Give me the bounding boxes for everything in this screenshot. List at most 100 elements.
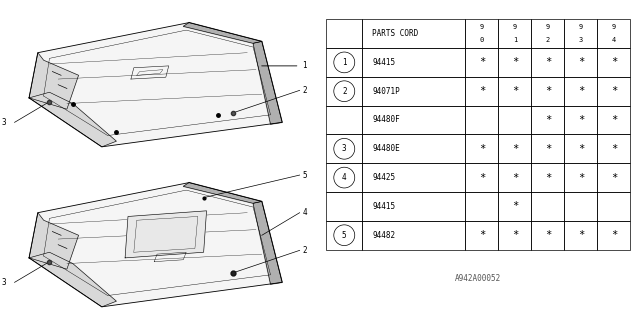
Bar: [597, 106, 630, 134]
Text: *: *: [578, 86, 584, 96]
Bar: [531, 134, 564, 163]
Polygon shape: [29, 53, 79, 109]
Bar: [531, 19, 564, 48]
Text: 94071P: 94071P: [372, 87, 400, 96]
Polygon shape: [29, 92, 116, 147]
Polygon shape: [253, 201, 282, 284]
Bar: [465, 134, 499, 163]
Text: 1: 1: [342, 58, 347, 67]
Text: *: *: [479, 86, 485, 96]
Bar: [326, 106, 362, 134]
Bar: [465, 192, 499, 221]
Text: 94480E: 94480E: [372, 144, 400, 153]
Text: 94415: 94415: [372, 58, 396, 67]
Bar: [564, 192, 597, 221]
Bar: [326, 192, 362, 221]
Text: *: *: [512, 201, 518, 212]
Text: 2: 2: [546, 37, 550, 43]
Text: 1: 1: [303, 61, 307, 70]
Text: *: *: [578, 57, 584, 68]
Bar: [326, 163, 362, 192]
Text: *: *: [578, 115, 584, 125]
Bar: [326, 77, 362, 106]
Text: 3: 3: [1, 278, 6, 287]
Bar: [326, 48, 362, 77]
Text: 9: 9: [612, 24, 616, 30]
Text: *: *: [479, 144, 485, 154]
Text: *: *: [512, 172, 518, 183]
Text: 9: 9: [579, 24, 583, 30]
Text: *: *: [578, 172, 584, 183]
Bar: [326, 221, 362, 250]
Bar: [465, 77, 499, 106]
Bar: [465, 163, 499, 192]
Text: *: *: [611, 144, 617, 154]
Bar: [531, 77, 564, 106]
Bar: [362, 192, 465, 221]
Text: 94415: 94415: [372, 202, 396, 211]
Polygon shape: [253, 41, 282, 124]
Bar: [499, 163, 531, 192]
Bar: [499, 192, 531, 221]
Text: 2: 2: [303, 246, 307, 255]
Bar: [564, 77, 597, 106]
Bar: [564, 48, 597, 77]
Bar: [531, 192, 564, 221]
Text: 4: 4: [612, 37, 616, 43]
Text: 5: 5: [303, 171, 307, 180]
Text: *: *: [479, 230, 485, 240]
Text: *: *: [545, 230, 551, 240]
Text: 94425: 94425: [372, 173, 396, 182]
Text: 0: 0: [480, 37, 484, 43]
Bar: [597, 221, 630, 250]
Bar: [465, 48, 499, 77]
Text: 9: 9: [546, 24, 550, 30]
Bar: [531, 48, 564, 77]
Bar: [564, 221, 597, 250]
Bar: [564, 134, 597, 163]
Text: 9: 9: [480, 24, 484, 30]
Bar: [597, 48, 630, 77]
Text: A942A00052: A942A00052: [455, 274, 502, 283]
Bar: [531, 106, 564, 134]
Text: *: *: [479, 57, 485, 68]
Bar: [597, 163, 630, 192]
Text: *: *: [545, 86, 551, 96]
Text: 3: 3: [1, 118, 6, 127]
Bar: [597, 192, 630, 221]
Text: 5: 5: [342, 231, 347, 240]
Text: *: *: [611, 86, 617, 96]
Text: 2: 2: [303, 86, 307, 95]
Bar: [499, 19, 531, 48]
Bar: [465, 19, 499, 48]
Text: 9: 9: [513, 24, 517, 30]
Polygon shape: [183, 23, 262, 43]
Bar: [362, 134, 465, 163]
Bar: [362, 221, 465, 250]
Text: 3: 3: [579, 37, 583, 43]
Bar: [597, 77, 630, 106]
Polygon shape: [29, 213, 79, 269]
Text: 4: 4: [303, 208, 307, 217]
Bar: [564, 163, 597, 192]
Text: 2: 2: [342, 87, 347, 96]
Text: *: *: [512, 57, 518, 68]
Text: 3: 3: [342, 144, 347, 153]
Bar: [362, 77, 465, 106]
Polygon shape: [29, 183, 282, 307]
Bar: [465, 106, 499, 134]
Bar: [531, 163, 564, 192]
Text: *: *: [611, 115, 617, 125]
Polygon shape: [183, 183, 262, 203]
Bar: [499, 48, 531, 77]
Bar: [597, 134, 630, 163]
Text: *: *: [512, 230, 518, 240]
Text: *: *: [545, 115, 551, 125]
Bar: [362, 48, 465, 77]
Bar: [499, 77, 531, 106]
Polygon shape: [125, 211, 207, 258]
Text: *: *: [611, 172, 617, 183]
Bar: [326, 19, 362, 48]
Bar: [326, 134, 362, 163]
Bar: [564, 106, 597, 134]
